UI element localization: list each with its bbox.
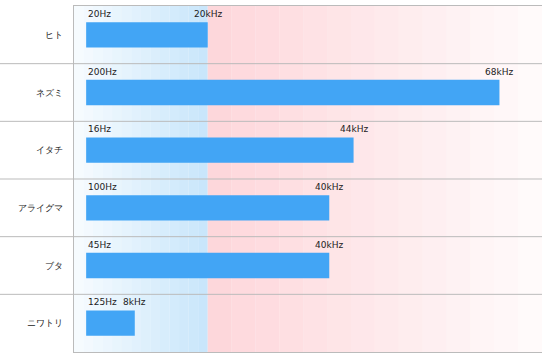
svg-text:125Hz: 125Hz (88, 297, 117, 307)
svg-text:アライグマ: アライグマ (18, 203, 63, 213)
svg-text:20Hz: 20Hz (88, 9, 111, 19)
svg-text:16Hz: 16Hz (88, 124, 111, 134)
svg-text:ブタ: ブタ (45, 261, 63, 271)
svg-text:ヒト: ヒト (45, 30, 63, 40)
svg-text:44kHz: 44kHz (340, 124, 368, 134)
svg-text:68kHz: 68kHz (485, 67, 513, 77)
svg-text:8kHz: 8kHz (123, 297, 146, 307)
svg-text:45Hz: 45Hz (88, 240, 111, 250)
svg-text:ニワトリ: ニワトリ (27, 318, 63, 328)
svg-text:イタチ: イタチ (36, 145, 63, 155)
svg-text:100Hz: 100Hz (88, 182, 117, 192)
svg-text:ネズミ: ネズミ (36, 88, 63, 98)
svg-text:40kHz: 40kHz (315, 240, 343, 250)
svg-text:200Hz: 200Hz (88, 67, 117, 77)
svg-text:20kHz: 20kHz (194, 9, 222, 19)
svg-text:40kHz: 40kHz (315, 182, 343, 192)
